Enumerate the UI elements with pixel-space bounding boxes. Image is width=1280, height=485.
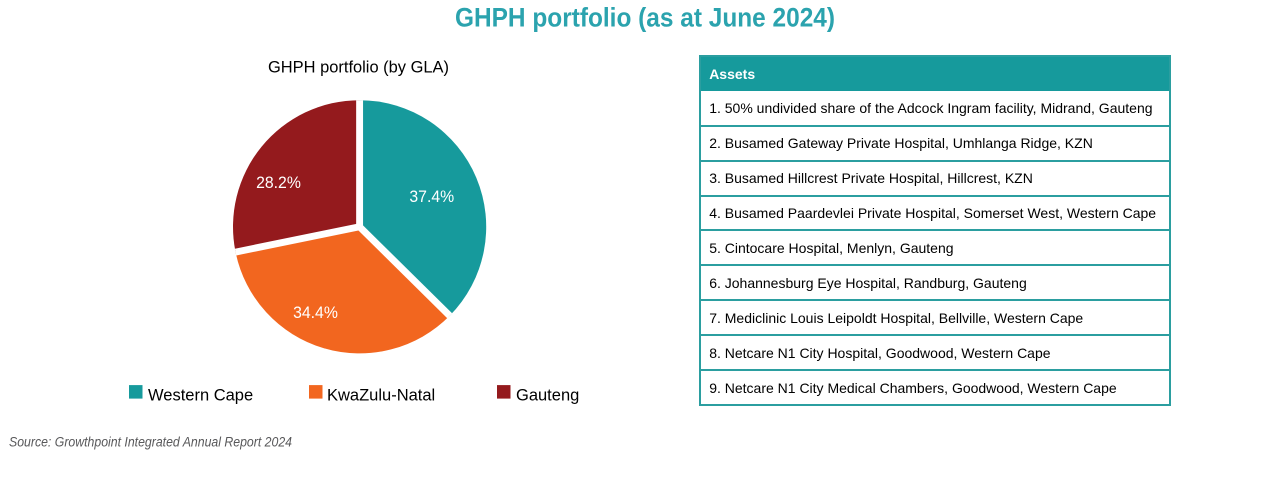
svg-text:GHPH portfolio (by GLA): GHPH portfolio (by GLA): [268, 58, 449, 77]
svg-text:28.2%: 28.2%: [256, 173, 301, 192]
svg-text:34.4%: 34.4%: [293, 303, 338, 322]
svg-text:Source: Growthpoint Integrated: Source: Growthpoint Integrated Annual Re…: [9, 434, 292, 449]
svg-text:Gauteng: Gauteng: [516, 387, 579, 405]
svg-text:Western Cape: Western Cape: [148, 387, 253, 405]
svg-text:KwaZulu-Natal: KwaZulu-Natal: [327, 387, 435, 405]
svg-text:37.4%: 37.4%: [409, 187, 454, 206]
svg-text:GHPH portfolio (as at June 202: GHPH portfolio (as at June 2024): [455, 3, 835, 33]
